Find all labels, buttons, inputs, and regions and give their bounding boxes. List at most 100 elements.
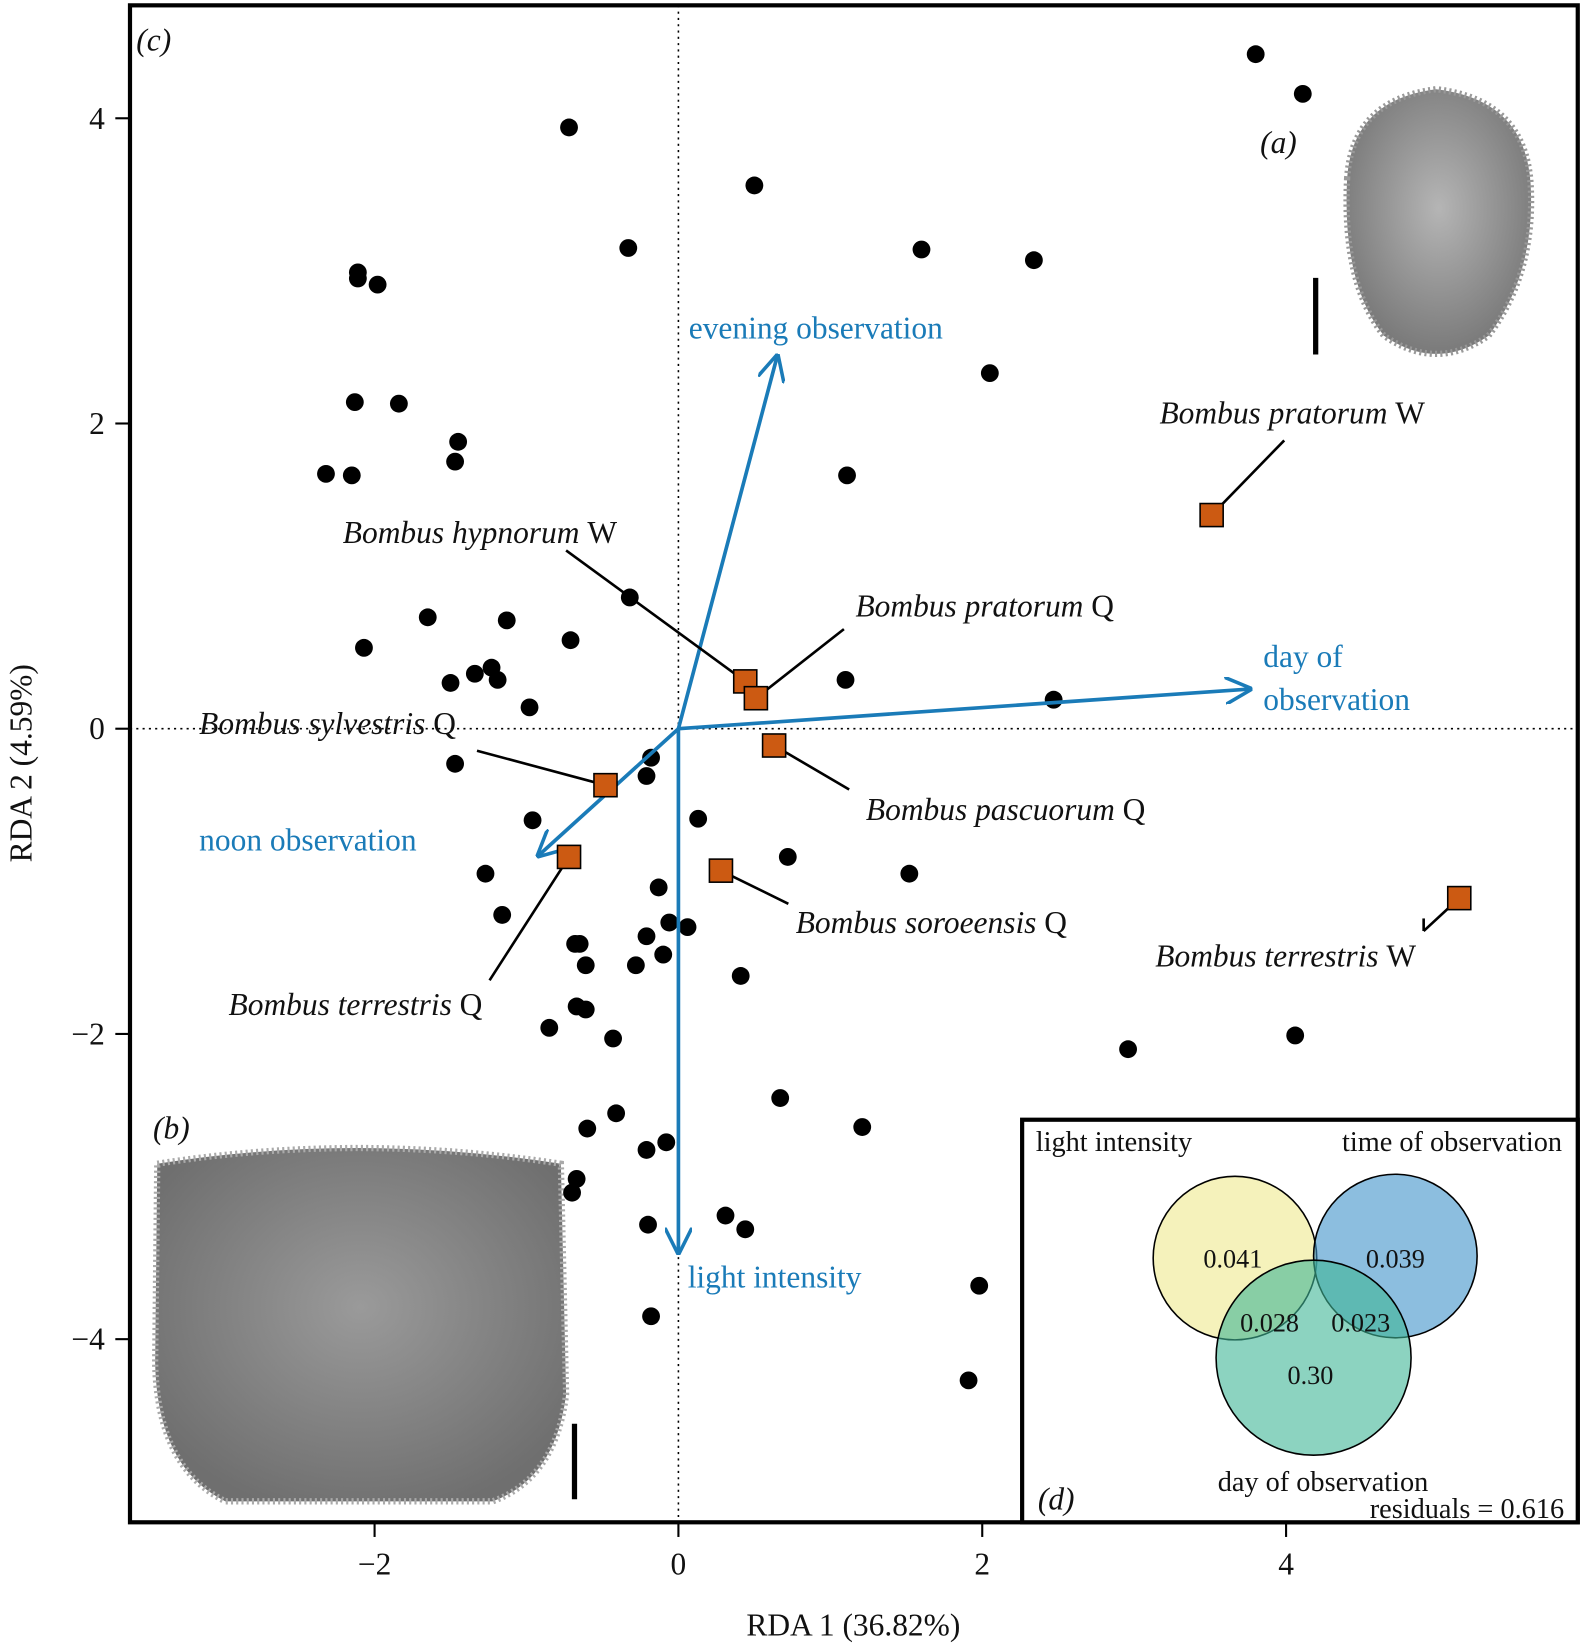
species-name: Bombus soroeensis (796, 905, 1037, 940)
venn-set-label: light intensity (1036, 1127, 1193, 1158)
site-point (1293, 84, 1312, 103)
panel-label: (b) (153, 1111, 190, 1146)
species-label: Bombus soroeensis Q (796, 905, 1068, 940)
species-label: Bombus sylvestris Q (199, 706, 456, 741)
venn-region-value: 0.041 (1203, 1245, 1262, 1274)
site-point (626, 956, 645, 975)
x-tick-label: −2 (358, 1547, 391, 1582)
leader-line (773, 744, 850, 791)
leader-line (565, 549, 747, 683)
y-axis-label: RDA 2 (4.59%) (3, 664, 38, 862)
site-point (657, 1133, 676, 1152)
site-point (355, 638, 373, 657)
bee-head-image (1343, 86, 1535, 357)
venn-residuals: residuals = 0.616 (1370, 1494, 1564, 1525)
site-point (678, 918, 697, 937)
venn-circle (1215, 1259, 1412, 1456)
site-point (576, 1000, 595, 1019)
site-point (778, 847, 797, 866)
leader-line (476, 749, 606, 787)
x-axis-label: RDA 1 (36.82%) (746, 1608, 960, 1643)
species-caste: W (587, 515, 617, 550)
site-point (561, 631, 580, 650)
site-point (441, 674, 460, 692)
site-point (520, 698, 539, 717)
plot-frame (127, 3, 1580, 1525)
site-point (523, 811, 542, 830)
site-point (317, 464, 335, 483)
species-point (743, 685, 769, 711)
species-point (761, 733, 787, 758)
site-point (566, 934, 585, 953)
species-name: Bombus pratorum (1159, 396, 1387, 431)
site-point (476, 864, 495, 883)
site-point (493, 905, 512, 924)
species-caste: Q (433, 706, 456, 741)
species-label: Bombus pratorum W (1159, 396, 1425, 431)
site-point (970, 1276, 989, 1295)
site-point (1044, 690, 1063, 709)
site-point (540, 1018, 559, 1037)
species-label: Bombus terrestris Q (229, 987, 483, 1022)
venn-set-label: time of observation (1342, 1127, 1562, 1158)
site-point (649, 878, 668, 897)
site-point (637, 767, 656, 785)
site-point (604, 1029, 622, 1048)
site-point (446, 452, 465, 471)
site-point (465, 664, 484, 683)
site-point (639, 1215, 657, 1234)
loading-arrow (678, 689, 1249, 731)
site-point (576, 956, 595, 975)
venn-region-value: 0.028 (1240, 1308, 1299, 1337)
species-caste: Q (460, 987, 483, 1022)
leader-line (755, 628, 845, 700)
panel-label: (d) (1038, 1482, 1075, 1517)
site-point (348, 269, 367, 288)
y-tick-label: 0 (89, 711, 105, 746)
panel-label: (a) (1260, 125, 1297, 160)
y-tick-label: 2 (89, 406, 105, 441)
site-point (1119, 1040, 1137, 1059)
species-caste: W (1395, 396, 1425, 431)
leader-line (488, 856, 571, 982)
site-point (900, 864, 919, 883)
bee-head-image (152, 1144, 570, 1505)
site-point (1024, 251, 1043, 270)
site-point (368, 275, 387, 294)
site-point (578, 1119, 597, 1138)
site-point (446, 754, 465, 773)
venn-region-value: 0.30 (1288, 1361, 1334, 1390)
site-point (912, 240, 931, 259)
y-tick-label: −2 (71, 1016, 104, 1051)
site-point (660, 913, 679, 932)
species-point (1446, 885, 1472, 911)
site-point (838, 466, 856, 485)
species-caste: Q (1123, 792, 1146, 827)
species-label: Bombus pascuorum Q (866, 792, 1146, 827)
panel-label: (c) (136, 22, 171, 57)
site-point (619, 239, 638, 257)
site-point (637, 1141, 656, 1159)
site-point (716, 1206, 735, 1225)
site-point (637, 927, 656, 946)
venn-set-label: day of observation (1218, 1467, 1429, 1498)
site-point (607, 1104, 626, 1123)
site-point (497, 611, 516, 630)
site-point (771, 1089, 790, 1107)
venn-region-value: 0.039 (1366, 1245, 1425, 1274)
y-tick-label: −4 (71, 1322, 105, 1357)
site-point (745, 176, 764, 195)
arrow-label: day of observation (1263, 639, 1410, 718)
site-point (642, 1307, 660, 1326)
site-point (418, 608, 437, 627)
site-point (689, 809, 708, 828)
species-point (708, 858, 734, 883)
venn-inset: light intensity time of observation day of… (1020, 1117, 1580, 1525)
site-point (642, 748, 660, 767)
site-point (731, 967, 750, 985)
species-label: Bombus hypnorum W (343, 515, 618, 550)
site-point (560, 118, 578, 137)
inset-b (152, 1144, 578, 1505)
site-point (342, 466, 361, 485)
